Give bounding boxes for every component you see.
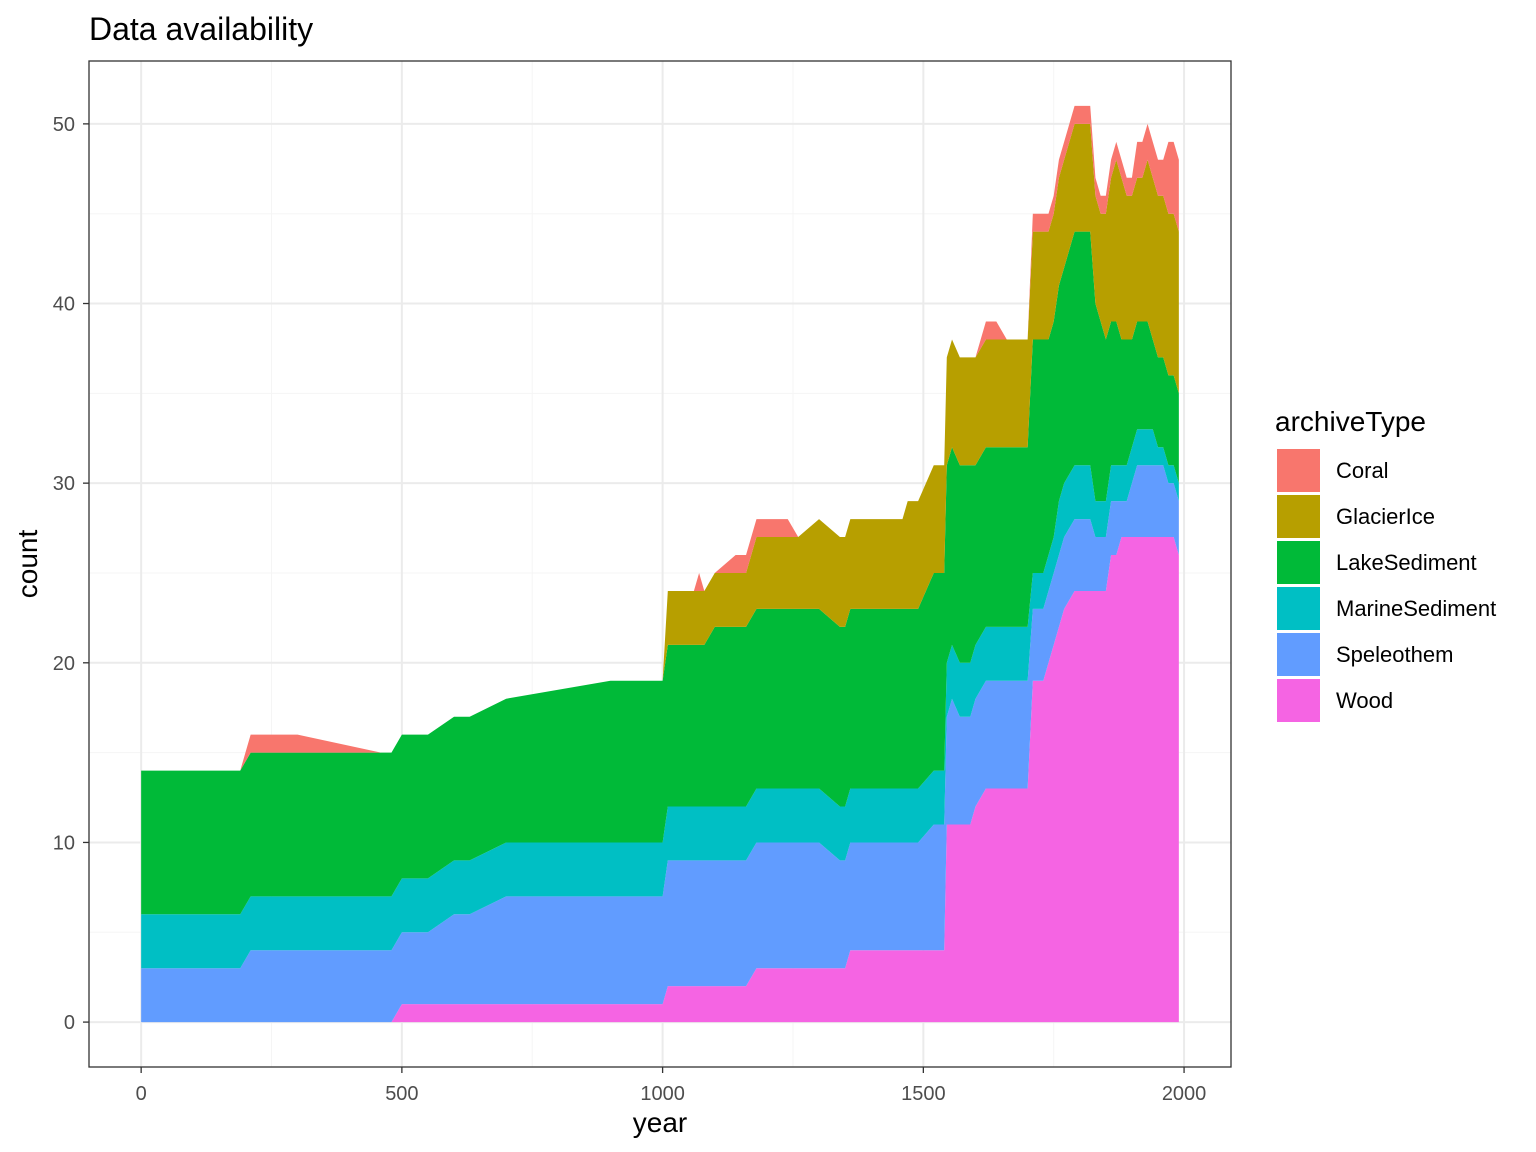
- x-tick-label: 500: [385, 1083, 418, 1105]
- y-axis: 0 10 20 30 40 50: [53, 114, 89, 1034]
- legend-label: Coral: [1336, 458, 1389, 483]
- y-tick-label: 40: [53, 294, 75, 316]
- legend-label: MarineSediment: [1336, 596, 1496, 621]
- x-axis: 0 500 1000 1500 2000: [136, 1067, 1207, 1105]
- legend-label: GlacierIce: [1336, 504, 1435, 529]
- area-lakesediment: [141, 231, 1179, 915]
- legend-key-speleothem: [1277, 633, 1320, 676]
- panel-border: [88, 60, 1232, 1068]
- legend-label: Speleothem: [1336, 642, 1453, 667]
- legend: archiveType Coral GlacierIce LakeSediment M…: [1275, 406, 1496, 722]
- x-axis-title: year: [633, 1107, 687, 1138]
- stacked-areas: [141, 105, 1179, 1023]
- area-wood: [141, 537, 1179, 1023]
- area-glacierice: [141, 123, 1179, 771]
- legend-key-wood: [1277, 679, 1320, 722]
- y-tick-label: 30: [53, 473, 75, 495]
- legend-label: Wood: [1336, 688, 1393, 713]
- y-axis-title: count: [12, 530, 43, 599]
- x-tick-label: 0: [136, 1083, 147, 1105]
- y-tick-label: 0: [64, 1012, 75, 1034]
- legend-title: archiveType: [1275, 406, 1426, 437]
- legend-key-lakesediment: [1277, 541, 1320, 584]
- x-tick-label: 2000: [1162, 1083, 1207, 1105]
- legend-key-marinesediment: [1277, 587, 1320, 630]
- y-tick-label: 50: [53, 114, 75, 136]
- legend-key-coral: [1277, 449, 1320, 492]
- area-speleothem: [141, 465, 1179, 1023]
- x-tick-label: 1500: [901, 1083, 946, 1105]
- area-marinesediment: [141, 429, 1179, 969]
- chart-title: Data availability: [89, 11, 313, 47]
- x-tick-label: 1000: [640, 1083, 685, 1105]
- legend-key-glacierice: [1277, 495, 1320, 538]
- y-tick-label: 10: [53, 832, 75, 854]
- y-tick-label: 20: [53, 653, 75, 675]
- legend-label: LakeSediment: [1336, 550, 1477, 575]
